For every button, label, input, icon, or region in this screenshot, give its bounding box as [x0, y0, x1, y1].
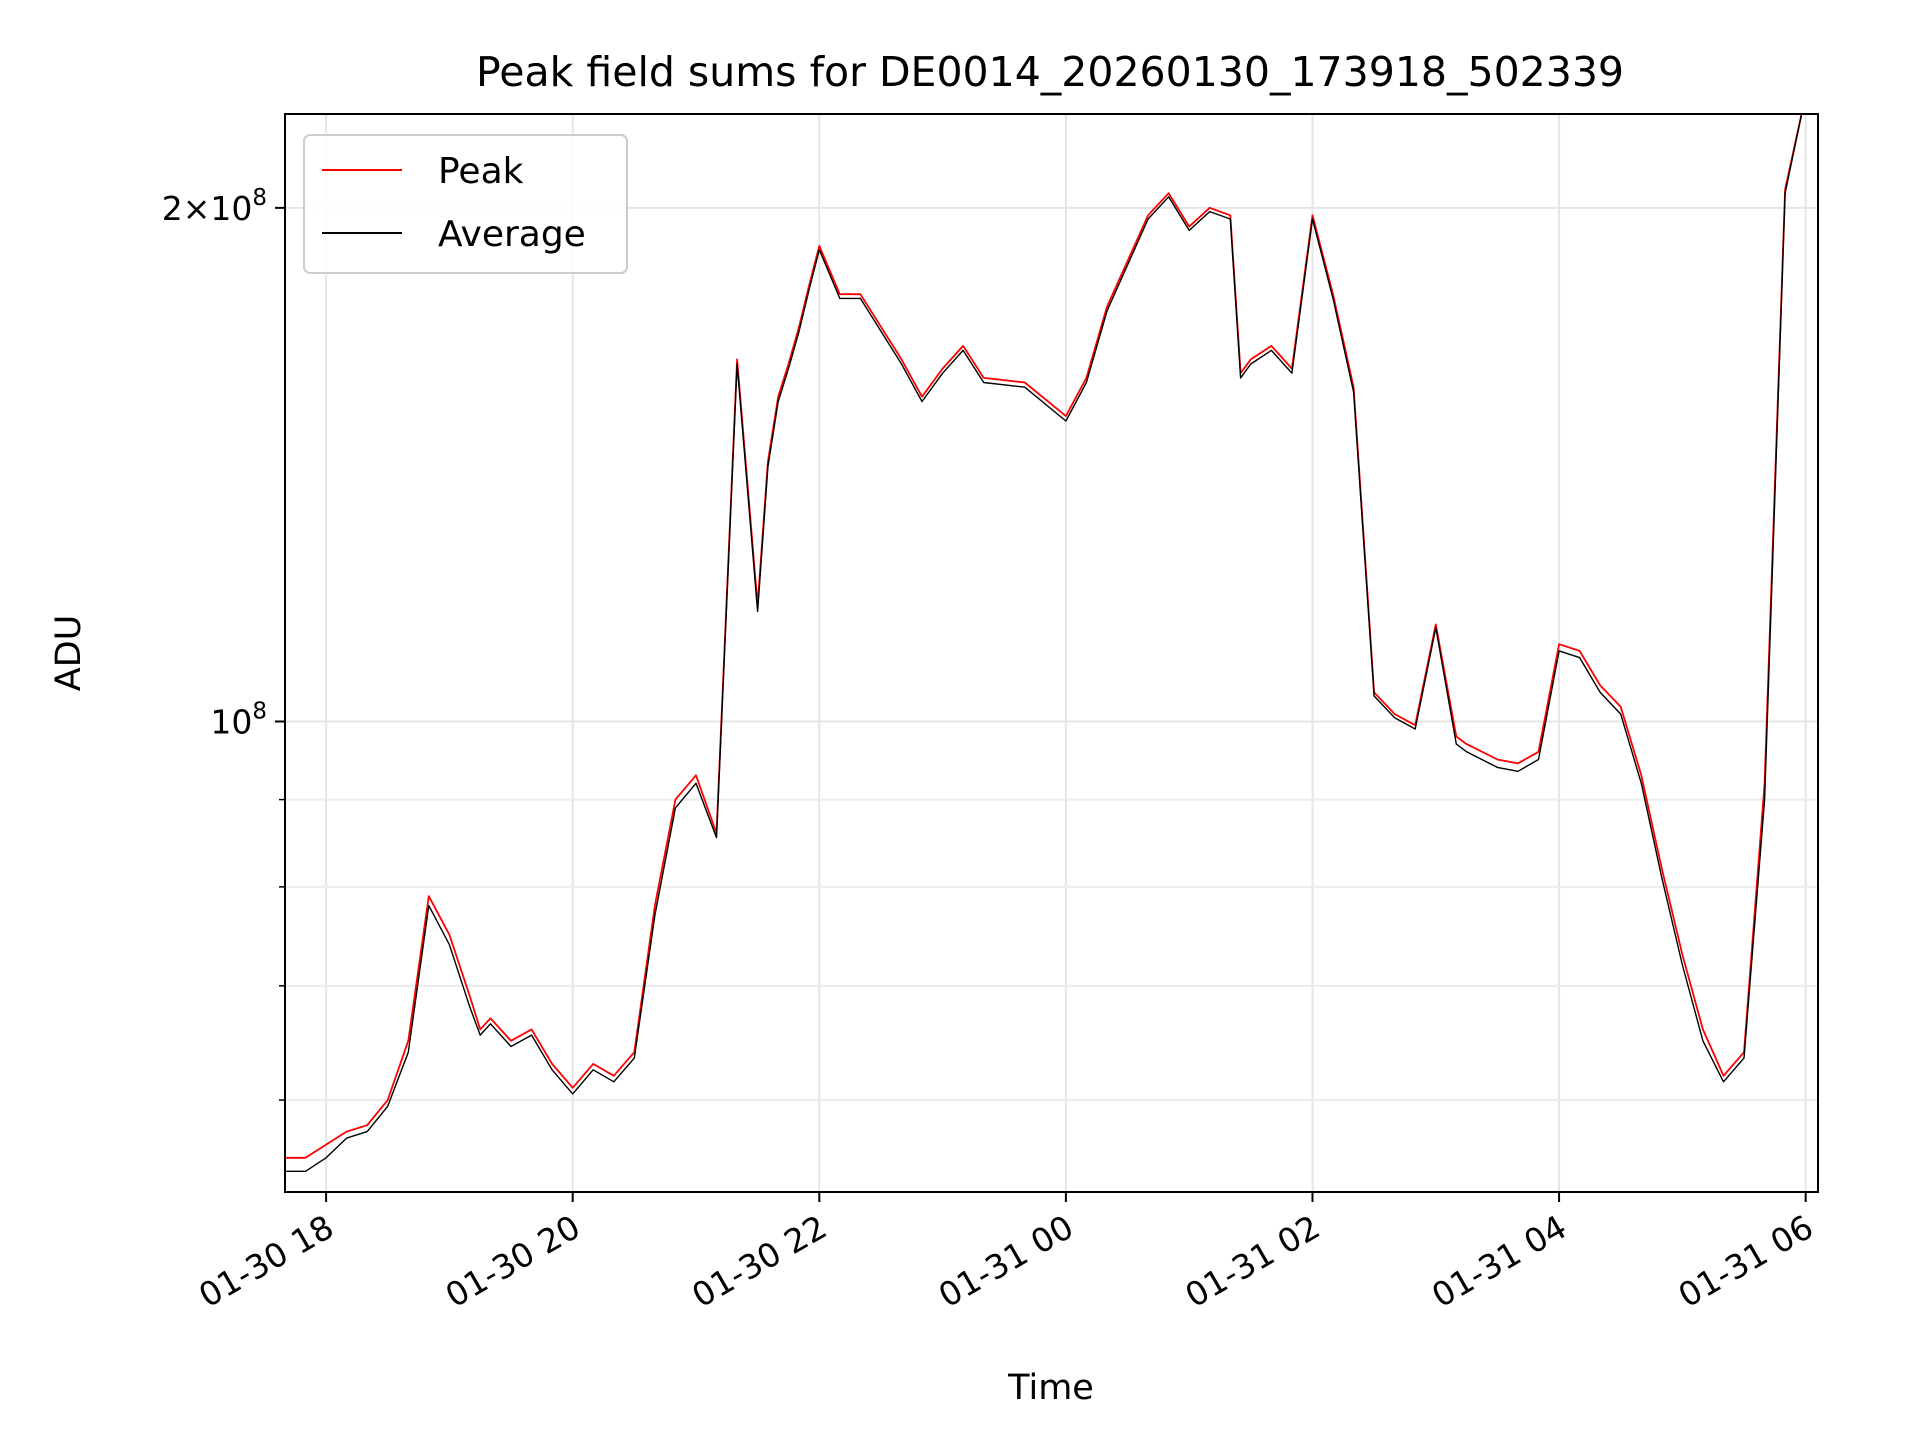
plot-area-frame	[284, 113, 1819, 1193]
x-axis-label: Time	[1007, 1368, 1094, 1408]
legend-label-average: Average	[438, 214, 586, 255]
series-line-peak	[285, 114, 1803, 1159]
series-line-average	[285, 114, 1803, 1173]
y-axis-label: ADU	[49, 615, 89, 692]
legend-label-peak: Peak	[438, 151, 524, 192]
y-tick-label: 108	[210, 699, 267, 742]
y-axis: 108 2×108	[162, 185, 285, 1101]
y-tick-label: 2×108	[162, 185, 267, 228]
legend: Peak Average	[303, 134, 628, 274]
chart-title: Peak field sums for DE0014_20260130_1739…	[476, 48, 1624, 96]
plot-series	[285, 114, 1803, 1173]
